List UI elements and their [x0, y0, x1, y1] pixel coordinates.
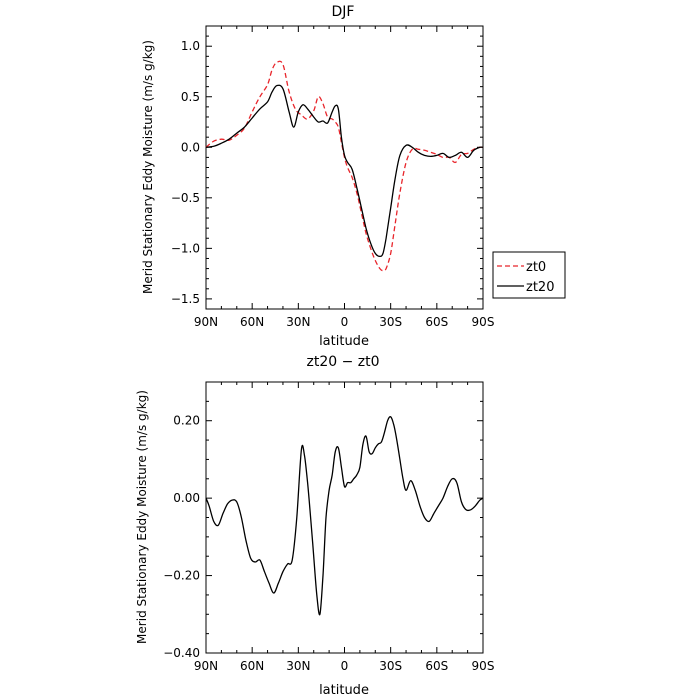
- x-tick-label: 90N: [194, 659, 218, 673]
- legend-box: [492, 251, 566, 299]
- y-tick-label: 0.20: [173, 414, 200, 428]
- series-line-zt0: [205, 60, 484, 272]
- x-tick-label: 90S: [472, 659, 495, 673]
- y-tick-label: −0.20: [163, 569, 200, 583]
- y-tick-label: 0.0: [181, 140, 200, 154]
- y-axis-label: Merid Stationary Eddy Moisture (m/s g/kg…: [141, 40, 155, 294]
- x-tick-label: 30S: [379, 659, 402, 673]
- chart-title: DJF: [332, 4, 355, 20]
- y-tick-label: −1.5: [171, 292, 200, 306]
- x-tick-label: 60S: [425, 315, 448, 329]
- x-axis-label: latitude: [319, 334, 369, 349]
- series-line-series-1: [205, 416, 484, 616]
- x-axis-label: latitude: [319, 683, 369, 698]
- x-tick-label: 60N: [240, 315, 264, 329]
- y-axis-label: Merid Stationary Eddy Moisture (m/s g/kg…: [135, 390, 149, 644]
- x-tick-label: 30S: [379, 315, 402, 329]
- x-tick-label: 30N: [286, 659, 310, 673]
- y-tick-label: 0.5: [181, 90, 200, 104]
- chart-title: zt20 − zt0: [306, 354, 379, 370]
- y-tick-label: 1.0: [181, 39, 200, 53]
- y-tick-label: 0.00: [173, 491, 200, 505]
- x-tick-label: 60N: [240, 659, 264, 673]
- x-tick-label: 60S: [425, 659, 448, 673]
- series-line-zt20: [205, 84, 484, 258]
- x-tick-label: 30N: [286, 315, 310, 329]
- legend-label-zt20: zt20: [526, 280, 554, 295]
- panel-difference: zt20 − zt0 90N 60N 30N 0 30S 60S 90S 0.20 0.00 −…: [135, 354, 494, 698]
- x-tick-label: 90N: [194, 315, 218, 329]
- legend-label-zt0: zt0: [526, 260, 546, 275]
- y-tick-label: −1.0: [171, 241, 200, 255]
- plot-frame: [205, 381, 484, 654]
- y-tick-label: −0.5: [171, 191, 200, 205]
- legend: zt0 zt20: [492, 251, 566, 299]
- x-tick-label: 90S: [472, 315, 495, 329]
- x-tick-label: 0: [341, 315, 349, 329]
- panel-djf: DJF 90N 60N 30N 0 30S 60S 90S 1.0 0.5 0.0 −0.5 −1.…: [141, 4, 566, 349]
- y-tick-label: −0.40: [163, 646, 200, 660]
- x-tick-label: 0: [341, 659, 349, 673]
- plot-frame: [205, 25, 484, 310]
